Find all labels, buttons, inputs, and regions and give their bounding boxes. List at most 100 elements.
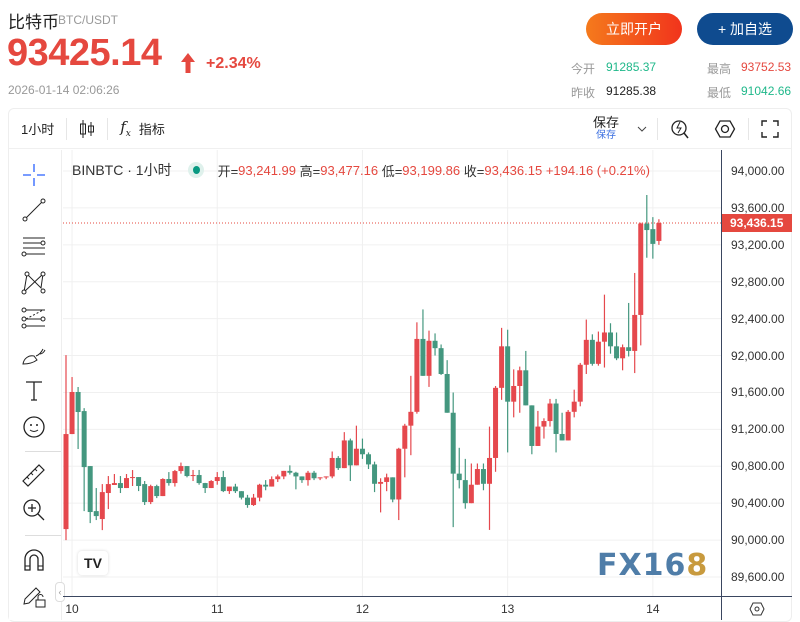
zoom-in-tool[interactable] — [21, 497, 47, 523]
ruler-tool[interactable] — [21, 462, 47, 488]
x-tick-label: 12 — [355, 602, 370, 616]
price-axis[interactable]: 89,600.00 90,000.00 90,400.00 90,800.00 91,2… — [721, 150, 792, 596]
trend-line-tool[interactable] — [21, 197, 47, 223]
candle-body — [644, 223, 650, 231]
candle-body — [523, 370, 529, 406]
candle-body — [341, 440, 347, 469]
candle-body — [372, 464, 378, 484]
legend-symbol: BINBTC · 1小时 — [72, 162, 172, 178]
low-label: 最低 — [707, 86, 732, 100]
asset-pair: BTC/USDT — [58, 13, 118, 27]
candle-body — [456, 473, 462, 481]
fullscreen-button[interactable] — [749, 109, 791, 148]
candle-body — [69, 391, 75, 435]
open-account-button[interactable]: 立即开户 — [586, 13, 682, 45]
emoji-icon — [23, 416, 45, 438]
indicators-button[interactable]: fx 指标 — [108, 109, 177, 148]
candle-body — [462, 480, 468, 504]
y-tick-label: 94,000.00 — [731, 164, 785, 178]
pattern-tool[interactable] — [21, 269, 47, 295]
candle-type-button[interactable] — [67, 109, 107, 148]
candle-body — [583, 339, 589, 365]
candle-body — [111, 483, 117, 485]
legend-open-label: 开= — [217, 163, 239, 179]
candle-body — [154, 486, 160, 497]
candle-body — [529, 405, 535, 446]
crosshair-tool[interactable] — [21, 162, 47, 188]
candle-body — [559, 433, 565, 441]
candle-body — [517, 370, 523, 386]
pattern-icon — [21, 271, 46, 295]
y-tick-label: 91,600.00 — [731, 385, 785, 400]
high-value: 93752.53 — [741, 60, 792, 74]
candle-body — [148, 486, 154, 503]
candle-body — [614, 346, 620, 359]
candle-body — [166, 478, 172, 484]
legend-open: 93,241.99 — [238, 162, 297, 178]
candle-body — [202, 483, 208, 489]
candle-body — [305, 472, 311, 481]
candle-body — [493, 387, 499, 458]
magnet-tool[interactable] — [21, 547, 47, 573]
candle-body — [299, 476, 305, 481]
asset-name: 比特币 — [8, 13, 59, 32]
save-sublabel: 保存 — [595, 129, 616, 141]
save-dropdown[interactable] — [627, 109, 657, 148]
x-tick-label: 10 — [65, 602, 79, 616]
legend-close: 93,436.15 — [484, 162, 543, 178]
prev-close-label: 昨收 — [571, 86, 596, 100]
emoji-tool[interactable] — [21, 414, 47, 440]
candle-body — [608, 332, 613, 347]
candle-body — [323, 476, 329, 478]
open-value: 91285.37 — [606, 60, 657, 74]
candle-body — [226, 486, 232, 492]
candle-body — [172, 471, 178, 484]
parallel-lines-tool[interactable] — [21, 233, 47, 259]
interval-button[interactable]: 1小时 — [21, 122, 55, 137]
y-tick-label: 90,400.00 — [731, 496, 785, 511]
candle-body — [178, 466, 184, 472]
add-watchlist-button[interactable]: + 加自选 — [697, 13, 793, 45]
time-axis[interactable]: 10 11 12 13 14 — [63, 596, 721, 620]
ruler-icon — [22, 464, 45, 487]
candle-body — [287, 470, 293, 473]
brush-tool[interactable] — [21, 342, 47, 368]
candle-body — [499, 346, 505, 388]
settings-button[interactable] — [702, 109, 748, 148]
candle-body — [269, 479, 275, 487]
candle-body — [553, 403, 559, 434]
candle-body — [136, 477, 142, 487]
save-button[interactable]: 保存 保存 — [585, 109, 627, 148]
candlestick-chart[interactable] — [63, 150, 721, 596]
tradingview-logo[interactable]: TV — [78, 551, 108, 575]
chart-settings-button[interactable] — [721, 596, 792, 620]
candle-body — [656, 223, 662, 241]
y-tick-label: 89,600.00 — [731, 569, 785, 584]
candle-body — [220, 477, 226, 492]
candle-body — [511, 385, 517, 402]
zoom-in-icon — [23, 499, 45, 521]
fib-tool[interactable] — [21, 305, 47, 331]
y-tick-label: 90,800.00 — [731, 459, 785, 474]
candle-body — [547, 403, 553, 422]
low-value: 91042.66 — [741, 84, 792, 98]
lock-draw-icon — [23, 587, 46, 608]
y-tick-label: 91,200.00 — [731, 422, 785, 437]
candle-body — [638, 223, 644, 315]
quick-search-button[interactable] — [658, 109, 702, 148]
y-tick-label: 92,000.00 — [731, 348, 785, 363]
candle-body — [87, 466, 93, 513]
candle-body — [595, 341, 601, 364]
prev-close-value: 91285.38 — [606, 84, 657, 98]
collapse-sidebar-button[interactable]: ‹ — [55, 582, 65, 602]
text-tool[interactable] — [21, 378, 47, 404]
chevron-down-icon — [637, 126, 647, 132]
lock-drawings-tool[interactable] — [21, 583, 47, 609]
settings-hexagon-icon — [714, 119, 736, 138]
indicators-label: 指标 — [138, 122, 165, 137]
candle-body — [359, 448, 365, 455]
candle-body — [620, 347, 626, 359]
last-price-label: 93,436.15 — [722, 214, 792, 233]
settings-hexagon-icon — [749, 602, 765, 615]
candle-body — [378, 481, 384, 484]
